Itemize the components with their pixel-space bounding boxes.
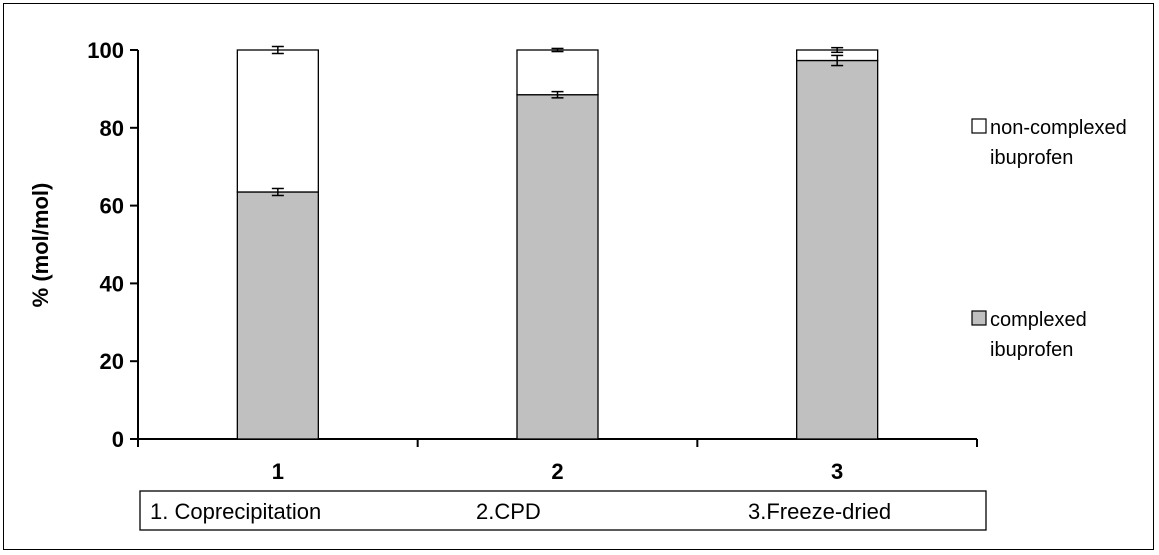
y-tick-label: 100 [87, 38, 124, 63]
y-tick-label: 40 [100, 271, 124, 296]
y-tick-label: 60 [100, 194, 124, 219]
y-tick-label: 80 [100, 116, 124, 141]
bar-segment [516, 94, 599, 440]
x-tick-label: 3 [831, 459, 843, 484]
legend-swatch [971, 118, 987, 134]
legend-label: non-complexed [990, 117, 1127, 139]
y-tick-label: 20 [100, 349, 124, 374]
caption-item: 3.Freeze-dried [748, 499, 891, 524]
legend-label: ibuprofen [990, 147, 1073, 169]
y-tick-label: 0 [112, 427, 124, 452]
caption-item: 2.CPD [476, 499, 541, 524]
bar-segment [796, 59, 879, 440]
bar-segment [236, 49, 319, 193]
legend-swatch [971, 310, 987, 326]
x-tick-label: 2 [551, 459, 563, 484]
bar-segment [236, 191, 319, 440]
bar-segment [516, 49, 599, 96]
x-tick-label: 1 [272, 459, 284, 484]
legend-label: ibuprofen [990, 339, 1073, 361]
caption-item: 1. Coprecipitation [150, 499, 321, 524]
caption-box [139, 490, 987, 531]
legend-label: complexed [990, 309, 1087, 331]
y-axis-title: % (mol/mol) [28, 183, 53, 308]
